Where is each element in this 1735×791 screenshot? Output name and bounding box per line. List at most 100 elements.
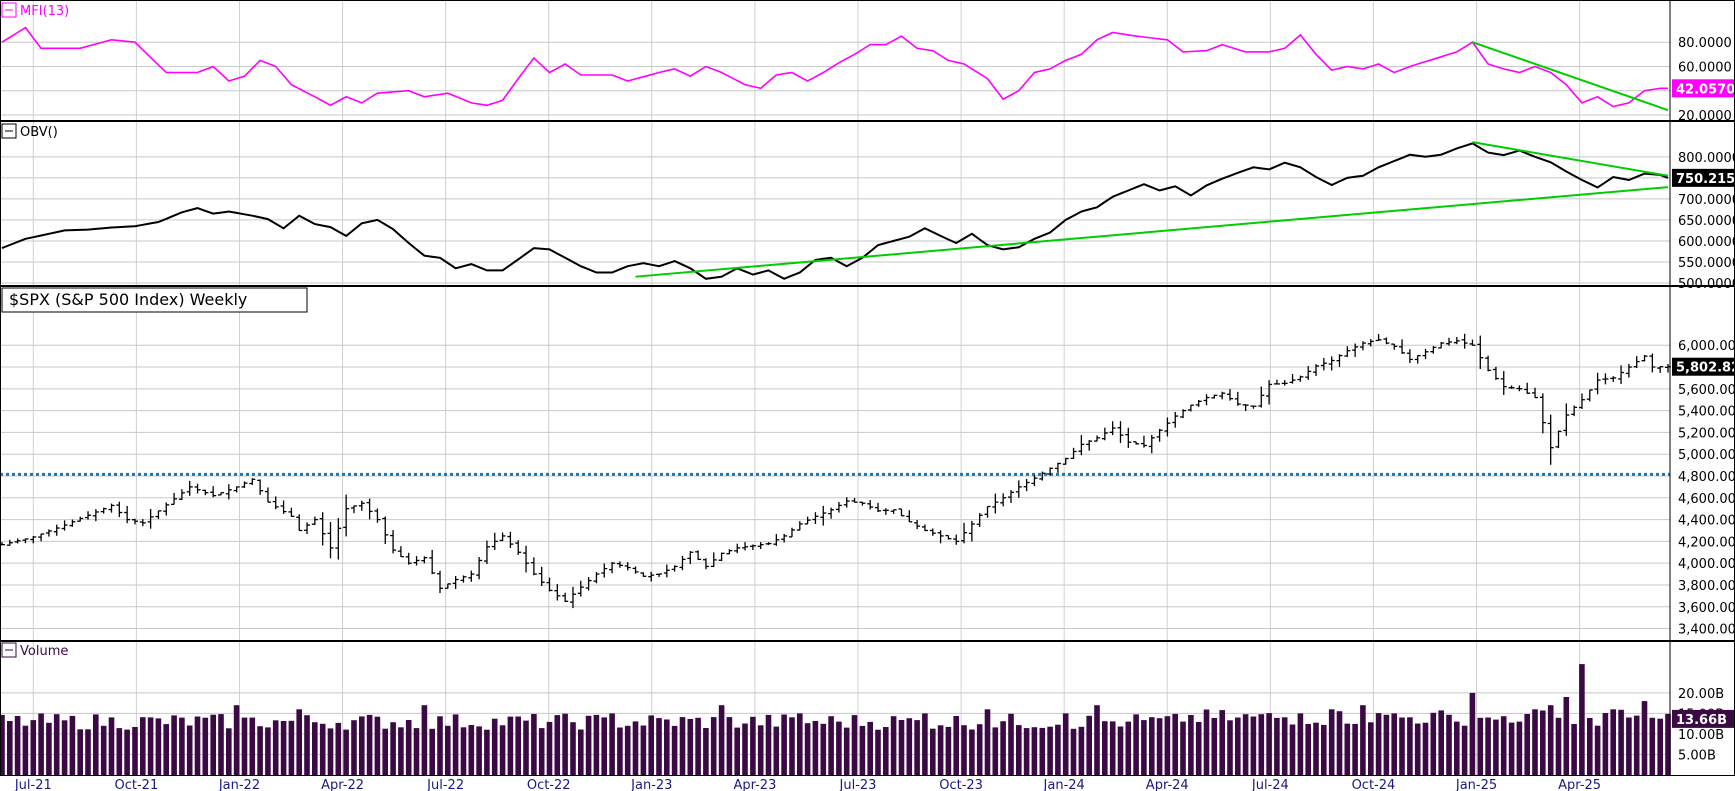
volume-bar [1540,710,1546,775]
ohlc-bar [1563,403,1570,436]
volume-bar [836,721,842,775]
ohlc-bar [976,513,983,527]
ohlc-bar [163,502,170,516]
volume-bar [1657,718,1663,775]
volume-bar [140,717,146,775]
volume-bar [132,727,138,775]
volume-bar [1508,722,1515,775]
ohlc-bar [875,502,882,513]
volume-bar [147,717,154,775]
volume-bar [781,714,787,775]
volume-bar [687,719,694,775]
volume-bar [1368,722,1374,775]
ohlc-bar [984,505,991,518]
y-tick-label: 4,800.00 [1678,470,1735,485]
ohlc-bar [585,577,592,591]
volume-bar [452,714,459,775]
volume-bar [155,718,162,775]
ohlc-bar [749,544,756,551]
ohlc-bar [781,533,788,543]
ohlc-bar [53,524,60,536]
ohlc-bar [1414,354,1421,364]
ohlc-bar [405,552,412,565]
mfi-title-text: MFI(13) [20,4,69,19]
ohlc-bar [820,505,827,526]
mfi-panel-title[interactable]: MFI(13) [1,2,69,19]
volume-bar [476,726,482,775]
y-tick-label: 3,600.00 [1678,601,1735,616]
ohlc-bar [546,577,553,592]
volume-bar [288,720,295,775]
ohlc-bar [656,573,663,577]
ohlc-bar [968,520,975,542]
volume-bar [1360,705,1366,775]
y-tick-label: 5,600.00 [1678,383,1735,398]
volume-bar [1008,713,1014,775]
y-tick-label: 3,800.00 [1678,579,1735,594]
volume-panel-title[interactable]: Volume [1,642,68,659]
volume-bar [640,725,647,775]
volume-bar [867,721,873,775]
volume-bar [1328,709,1335,775]
x-tick-label: Apr-22 [321,778,364,791]
ohlc-bar [241,481,248,488]
volume-bar [1336,711,1343,775]
ohlc-bar [194,483,201,494]
volume-bar [1344,723,1351,775]
volume-bar [914,720,920,775]
ohlc-bar [569,586,576,609]
volume-bar [1587,718,1593,775]
ohlc-bar [1094,435,1101,442]
volume-bar [1649,717,1656,775]
last-value-label: 13.66B [1676,713,1727,728]
volume-bar [578,729,584,775]
ohlc-bar [288,507,295,517]
y-tick-label: 80.0000 [1678,36,1732,51]
volume-bar [1352,723,1358,775]
volume-bar [226,728,232,775]
volume-bar [460,727,467,775]
ohlc-bar [1242,404,1249,412]
ohlc-bar [929,528,936,536]
volume-bar [1500,716,1507,775]
ohlc-bar [366,498,373,520]
y-tick-label: 4,200.00 [1678,535,1735,550]
volume-bar [1242,714,1249,775]
ohlc-bar [1219,391,1226,400]
volume-bar [93,714,99,775]
ohlc-bar [171,492,178,506]
ohlc-bar [1618,365,1625,385]
ohlc-bar [1258,386,1265,408]
volume-bar [1102,721,1108,775]
volume-bar [233,705,240,775]
ohlc-bar [554,584,561,601]
volume-bar [531,714,537,775]
volume-bar [218,714,224,775]
volume-bar [617,727,623,775]
ohlc-bar [1211,394,1218,399]
ohlc-bar [898,508,905,517]
volume-bar [179,717,185,775]
ohlc-bar [648,571,655,582]
ohlc-bar [1399,339,1406,354]
ohlc-bar [945,534,952,540]
y-tick-label: 10.00B [1678,728,1724,743]
ohlc-bar [296,514,303,532]
ohlc-bar [397,546,404,558]
y-tick-label: 800.0000 [1678,151,1735,166]
last-value-box [1672,709,1735,728]
ohlc-bar [507,531,514,548]
ohlc-bar [483,540,490,564]
ohlc-bar [593,571,600,584]
volume-bar [390,722,396,775]
volume-bar [984,709,991,775]
ohlc-bar [257,479,264,495]
ohlc-bar [1633,356,1640,369]
ohlc-bar [859,501,866,506]
volume-bar [484,729,490,775]
ohlc-bar [491,532,498,551]
obv-panel-title[interactable]: OBV() [1,123,58,140]
ohlc-bar [1172,411,1179,428]
volume-bar [976,724,983,775]
volume-bar [1031,727,1038,775]
